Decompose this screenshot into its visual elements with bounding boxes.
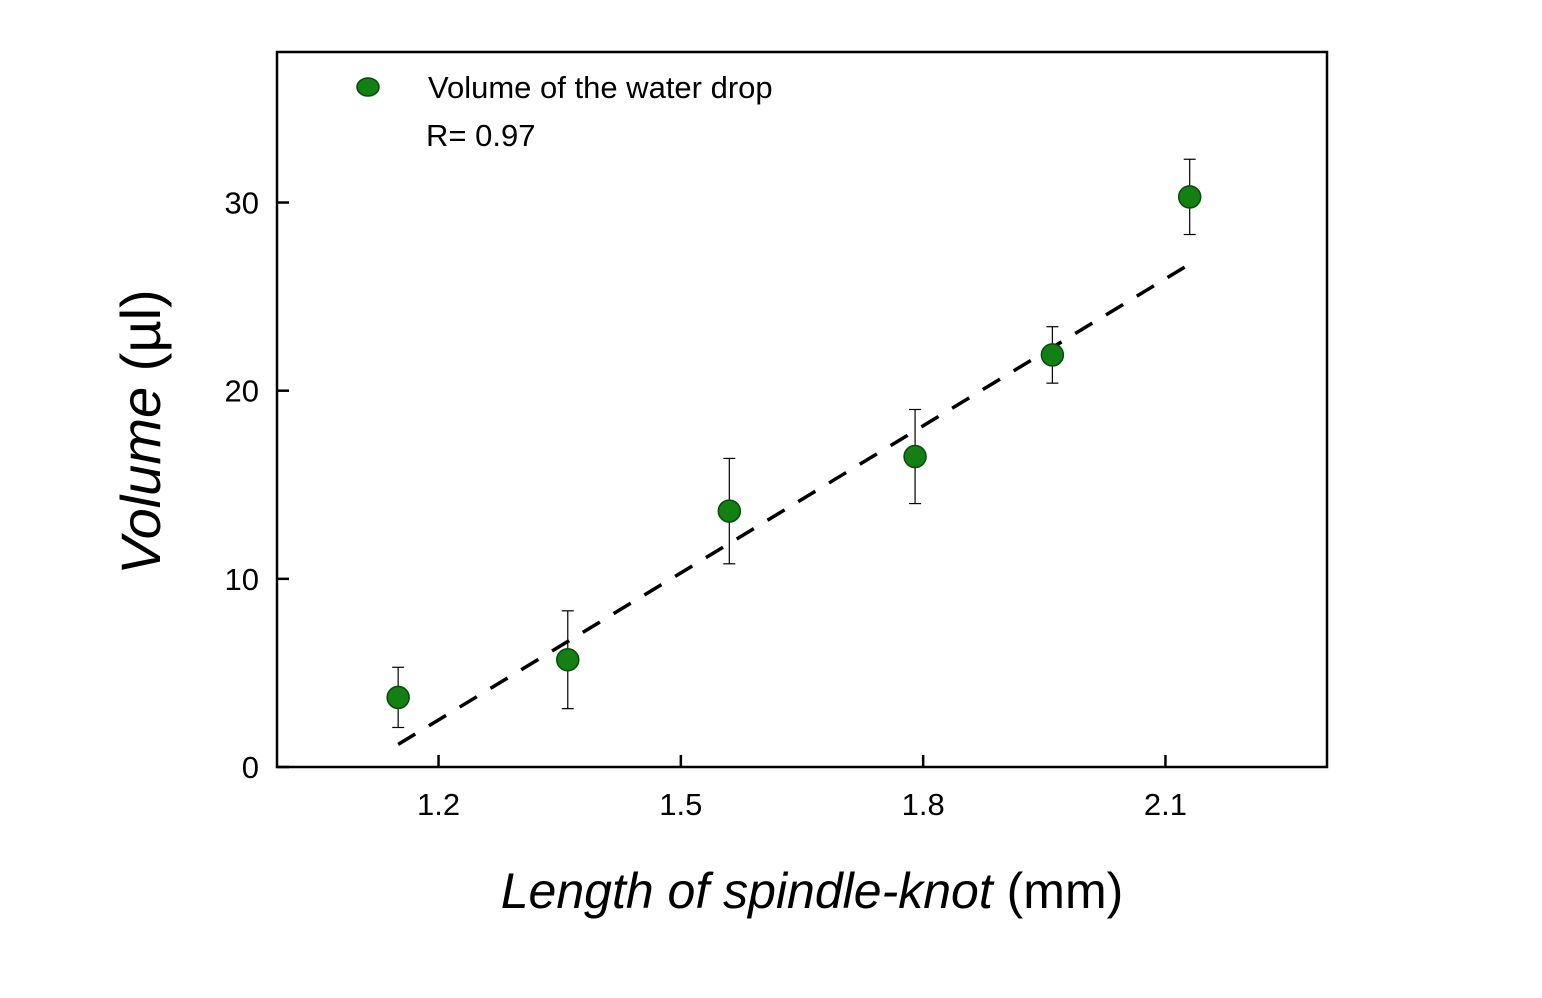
data-point	[387, 667, 409, 727]
data-point	[557, 611, 579, 709]
data-point	[1041, 327, 1063, 383]
legend-marker	[357, 78, 379, 96]
y-tick-label: 20	[225, 374, 259, 409]
fit-line-group	[398, 267, 1186, 745]
x-axis-label-main: Length of spindle-knot	[501, 863, 995, 919]
point-marker	[904, 446, 926, 468]
x-tick-label: 1.2	[417, 787, 460, 822]
legend-label: Volume of the water drop	[428, 70, 773, 105]
x-tick-label: 1.8	[902, 787, 945, 822]
point-marker	[718, 500, 740, 522]
x-axis-label-unit: (mm)	[1007, 863, 1124, 919]
data-point	[904, 410, 926, 504]
plot-frame	[277, 52, 1327, 767]
point-marker	[387, 686, 409, 708]
r-annotation: R= 0.97	[426, 118, 535, 153]
y-axis-label-unit: (µl)	[109, 289, 172, 371]
y-tick-label: 30	[225, 186, 259, 221]
y-tick-label: 10	[225, 562, 259, 597]
point-marker	[1041, 344, 1063, 366]
legend: Volume of the water drop R= 0.97	[357, 70, 773, 153]
point-marker	[1179, 186, 1201, 208]
data-point	[1179, 159, 1201, 234]
ticks: 1.2 1.5 1.8 2.1 0 10 20 30	[225, 186, 1188, 822]
x-tick-label: 1.5	[659, 787, 702, 822]
y-tick-label: 0	[242, 750, 259, 785]
data-points	[387, 159, 1201, 727]
x-tick-label: 2.1	[1144, 787, 1187, 822]
x-axis-label: Length of spindle-knot (mm)	[501, 863, 1124, 919]
y-axis-label: Volume (µl)	[109, 289, 172, 574]
fit-line	[398, 267, 1186, 745]
point-marker	[557, 649, 579, 671]
y-axis-label-main: Volume	[109, 387, 172, 575]
